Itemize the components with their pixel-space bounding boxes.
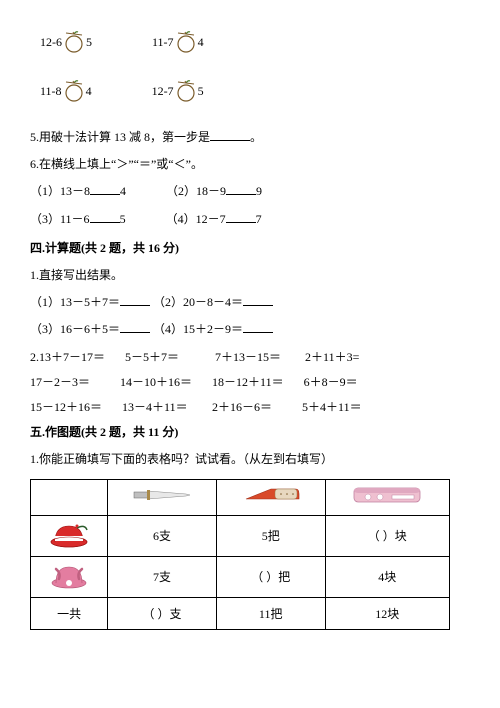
blank[interactable] (90, 211, 120, 223)
calc-expr: 14－10＋16＝ (120, 373, 192, 390)
apple-icon (64, 30, 84, 54)
expr-left: 11-7 (152, 35, 174, 50)
calc-expr: 15－12＋16＝ (30, 398, 102, 415)
table-header-knife (216, 479, 325, 515)
calc-expr: （4）15＋2－9＝ (153, 322, 243, 336)
table-row (31, 479, 450, 515)
apple-row-1: 12-6 5 11-7 4 (30, 30, 470, 54)
question-6: 6.在横线上填上“＞”“＝”或“＜”。 (30, 155, 470, 174)
calc-expr: 5－5＋7＝ (125, 348, 195, 365)
compare-item: （1）13－8 4 (30, 182, 126, 201)
table-header-pencilbox (325, 479, 449, 515)
blank[interactable] (90, 183, 120, 195)
compare-left: （3）11－6 (30, 212, 90, 226)
compare-right: 7 (256, 212, 262, 226)
blank[interactable] (226, 183, 256, 195)
compare-left: （1）13－8 (30, 184, 90, 198)
compare-item: （4）12－7 7 (166, 210, 262, 229)
table-cell[interactable]: （ ）块 (325, 515, 449, 556)
blank[interactable] (120, 294, 150, 306)
calc-expr: 18－12＋11＝ (212, 373, 284, 390)
s4-sub-row-2: （3）16－6＋5＝ （4）15＋2－9＝ (30, 320, 470, 339)
calc-row-2: 2.13＋7－17＝ 5－5＋7＝ 7＋13－15＝ 2＋11＋3= (30, 348, 470, 365)
calc-expr: 2.13＋7－17＝ (30, 348, 105, 365)
apple-row-2: 11-8 4 12-7 5 (30, 79, 470, 103)
table-cell: 11把 (216, 597, 325, 629)
blank[interactable] (210, 129, 250, 141)
red-hat-icon (49, 520, 89, 552)
table-header-sword (108, 479, 217, 515)
section-4-heading: 四.计算题(共 2 题，共 16 分) (30, 239, 470, 258)
blank[interactable] (243, 321, 273, 333)
s5-q1: 1.你能正确填写下面的表格吗？试试看。（从左到右填写） (30, 450, 470, 469)
sword-icon (132, 485, 192, 509)
calc-expr: （1）13－5＋7＝ (30, 295, 120, 309)
apple-item: 12-7 5 (152, 79, 204, 103)
expr-left: 11-8 (40, 84, 62, 99)
compare-left: （2）18－9 (166, 184, 226, 198)
expr-left: 12-6 (40, 35, 62, 50)
row-label-total: 一共 (31, 597, 108, 629)
calc-expr: （2）20－8－4＝ (153, 295, 243, 309)
pencilbox-icon (352, 484, 422, 510)
calc-expr: 6＋8－9＝ (304, 373, 374, 390)
expr-left: 12-7 (152, 84, 174, 99)
apple-icon (64, 79, 84, 103)
row-label-redhat (31, 515, 108, 556)
expr-right: 4 (198, 35, 204, 50)
apple-item: 11-8 4 (40, 79, 92, 103)
worksheet-table: 6支 5把 （ ）块 7支 （ ）把 4块 (30, 479, 450, 630)
calc-expr: 13－4＋11＝ (122, 398, 192, 415)
compare-item: （3）11－6 5 (30, 210, 126, 229)
s4-q1: 1.直接写出结果。 (30, 266, 470, 285)
expr-right: 5 (198, 84, 204, 99)
table-row: 7支 （ ）把 4块 (31, 556, 450, 597)
q5-tail: 。 (250, 130, 262, 144)
table-cell[interactable]: （ ）把 (216, 556, 325, 597)
knife-icon (241, 484, 301, 510)
blank[interactable] (226, 211, 256, 223)
s4-sub-row-1: （1）13－5＋7＝ （2）20－8－4＝ (30, 293, 470, 312)
table-cell[interactable]: （ ）支 (108, 597, 217, 629)
compare-left: （4）12－7 (166, 212, 226, 226)
calc-expr: 2＋11＋3= (305, 348, 375, 365)
calc-expr: 5＋4＋11＝ (302, 398, 372, 415)
table-cell: 4块 (325, 556, 449, 597)
calc-row-4: 15－12＋16＝ 13－4＋11＝ 2＋16－6＝ 5＋4＋11＝ (30, 398, 470, 415)
expr-right: 4 (86, 84, 92, 99)
compare-row-2: （3）11－6 5 （4）12－7 7 (30, 210, 470, 229)
calc-expr: 7＋13－15＝ (215, 348, 285, 365)
apple-item: 12-6 5 (40, 30, 92, 54)
compare-item: （2）18－9 9 (166, 182, 262, 201)
calc-expr: 17－2－3＝ (30, 373, 100, 390)
apple-icon (176, 30, 196, 54)
calc-expr: 2＋16－6＝ (212, 398, 282, 415)
table-cell: 7支 (108, 556, 217, 597)
table-header-blank (31, 479, 108, 515)
table-row: 一共 （ ）支 11把 12块 (31, 597, 450, 629)
calc-expr: （3）16－6＋5＝ (30, 322, 120, 336)
blank[interactable] (243, 294, 273, 306)
compare-row-1: （1）13－8 4 （2）18－9 9 (30, 182, 470, 201)
blank[interactable] (120, 321, 150, 333)
q5-text: 5.用破十法计算 13 减 8，第一步是 (30, 130, 210, 144)
expr-right: 5 (86, 35, 92, 50)
compare-right: 4 (120, 184, 126, 198)
compare-right: 9 (256, 184, 262, 198)
table-cell: 6支 (108, 515, 217, 556)
pink-hat-icon (49, 561, 89, 593)
table-cell: 5把 (216, 515, 325, 556)
compare-right: 5 (120, 212, 126, 226)
question-5: 5.用破十法计算 13 减 8，第一步是 。 (30, 128, 470, 147)
section-5-heading: 五.作图题(共 2 题，共 11 分) (30, 423, 470, 442)
apple-item: 11-7 4 (152, 30, 204, 54)
table-cell: 12块 (325, 597, 449, 629)
apple-icon (176, 79, 196, 103)
table-row: 6支 5把 （ ）块 (31, 515, 450, 556)
calc-row-3: 17－2－3＝ 14－10＋16＝ 18－12＋11＝ 6＋8－9＝ (30, 373, 470, 390)
row-label-pinkhat (31, 556, 108, 597)
